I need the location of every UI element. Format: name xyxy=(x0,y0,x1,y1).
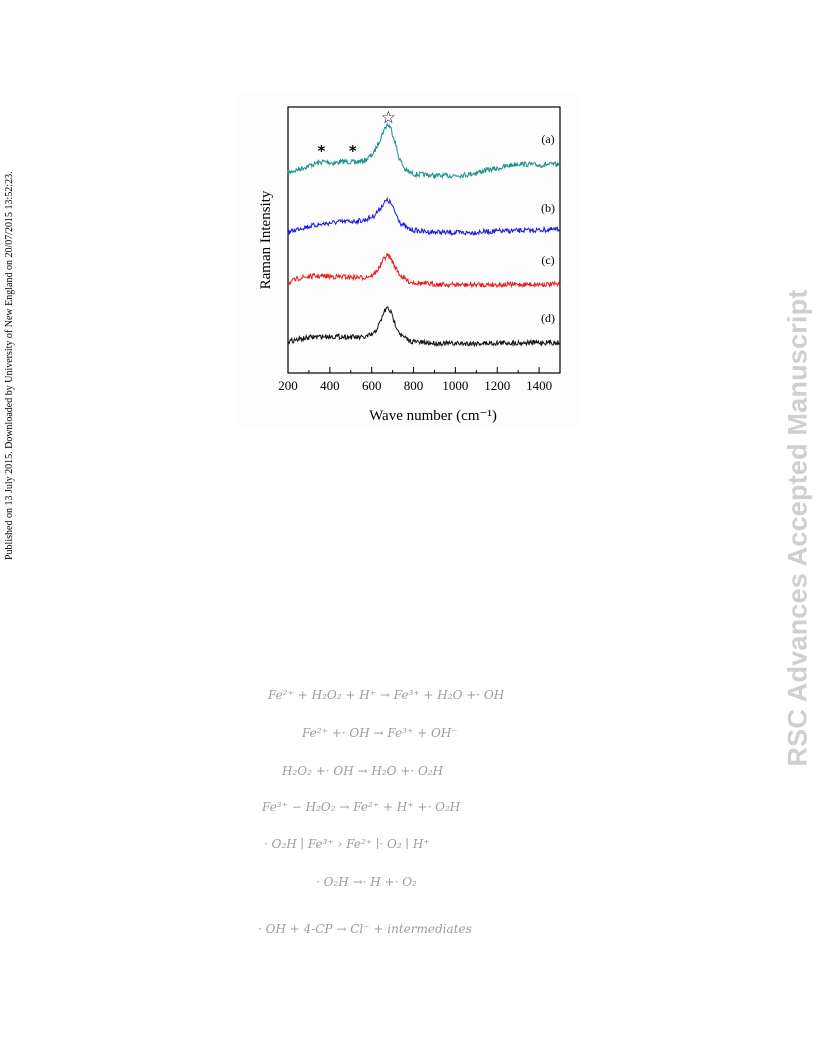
equation-6: · O₂H →· H +· O₂ xyxy=(316,875,417,889)
watermark-text: RSC Advances Accepted Manuscript xyxy=(782,289,813,767)
equation-7: · OH + 4-CP → Cl⁻ + intermediates xyxy=(258,922,472,936)
x-axis-label: Wave number (cm⁻¹) xyxy=(369,408,497,424)
raman-chart: (a) (b) (c) (d) ☆ * * 200 400 600 800 1000 1200 140… xyxy=(258,106,561,424)
series-label-b: (b) xyxy=(541,201,555,215)
x-tick-label-800: 800 xyxy=(404,378,424,393)
watermark: RSC Advances Accepted Manuscript xyxy=(783,289,813,766)
peak-marker-asterisk-2: * xyxy=(349,142,357,160)
equation-2: Fe²⁺ +· OH → Fe³⁺ + OH⁻ xyxy=(302,726,458,740)
equation-3: H₂O₂ +· OH → H₂O +· O₂H xyxy=(282,764,444,778)
equation-5: · O₂H ∣ Fe³⁺ › Fe²⁺ ∣· O₂ ∣ H⁺ xyxy=(264,837,430,851)
peak-marker-asterisk-1: * xyxy=(318,142,326,160)
peak-annotations: ☆ * * xyxy=(318,108,397,160)
plot-frame xyxy=(287,106,561,374)
series-line-d xyxy=(287,306,561,348)
publication-note: Published on 13 July 2015. Downloaded by… xyxy=(4,171,18,574)
peak-marker-star: ☆ xyxy=(381,108,396,128)
series-label-a: (a) xyxy=(541,132,554,146)
series-line-b xyxy=(287,196,560,237)
series-line-c xyxy=(287,252,561,289)
equation-1: Fe²⁺ + H₂O₂ + H⁺ → Fe³⁺ + H₂O +· OH xyxy=(268,688,505,702)
series-layer xyxy=(287,122,561,348)
x-tick-label-400: 400 xyxy=(320,378,340,393)
x-tick-label-200: 200 xyxy=(278,378,298,393)
x-tick-label-600: 600 xyxy=(362,378,382,393)
x-tick-label-1000: 1000 xyxy=(442,378,468,393)
series-label-d: (d) xyxy=(541,311,555,325)
x-tick-label-1400: 1400 xyxy=(526,378,552,393)
raman-figure: (a) (b) (c) (d) ☆ * * 200 400 600 800 1000 1200 140… xyxy=(238,94,578,430)
x-axis-ticks: 200 400 600 800 1000 1200 1400 xyxy=(278,367,561,393)
series-line-a xyxy=(287,122,561,180)
y-axis-label: Raman Intensity xyxy=(258,190,274,289)
publication-note-text: Published on 13 July 2015. Downloaded by… xyxy=(4,171,15,560)
series-label-c: (c) xyxy=(541,253,554,267)
series-labels: (a) (b) (c) (d) xyxy=(541,132,555,325)
equation-4: Fe³⁺ − H₂O₂ → Fe²⁺ + H⁺ +· O₂H xyxy=(262,800,461,814)
x-tick-label-1200: 1200 xyxy=(484,378,510,393)
